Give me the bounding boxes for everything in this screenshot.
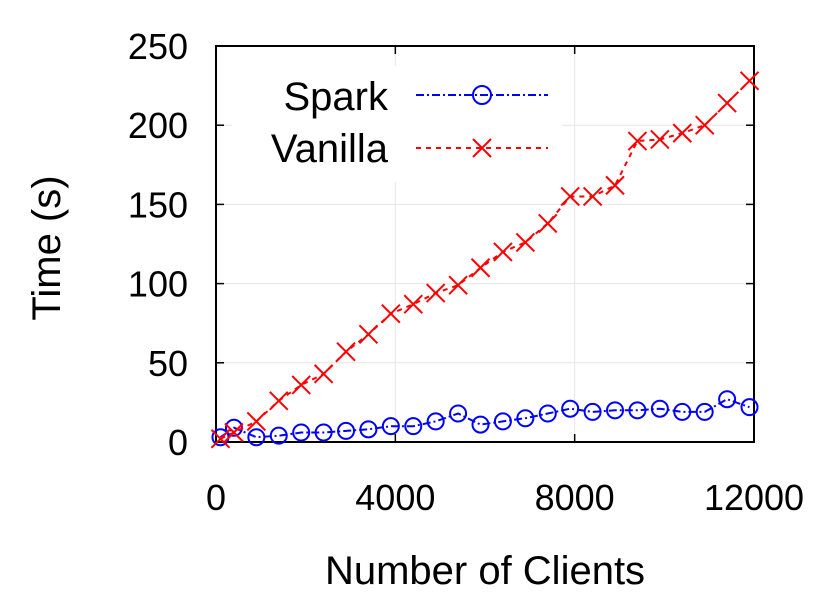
legend-background	[232, 66, 562, 182]
data-point-vanilla	[694, 115, 715, 135]
y-tick-label: 0	[168, 422, 188, 463]
data-point-spark	[493, 412, 512, 431]
y-tick-label: 150	[128, 184, 188, 225]
data-point-spark	[673, 402, 692, 421]
data-point-spark	[471, 415, 490, 434]
data-point-vanilla	[425, 283, 446, 303]
data-point-spark	[247, 428, 266, 447]
data-point-spark	[292, 423, 311, 442]
series-line-spark	[219, 398, 750, 439]
data-point-spark	[337, 421, 356, 440]
data-point-vanilla	[627, 131, 648, 151]
series-layer	[210, 71, 760, 449]
data-point-spark	[718, 390, 737, 409]
x-tick-label: 0	[206, 477, 226, 518]
data-point-vanilla	[493, 242, 513, 262]
x-tick-label: 12000	[704, 477, 804, 518]
data-point-spark	[404, 417, 423, 436]
data-point-vanilla	[210, 429, 231, 449]
data-point-vanilla	[246, 411, 267, 432]
data-point-vanilla	[560, 186, 580, 207]
data-point-vanilla	[403, 294, 423, 314]
data-point-vanilla	[269, 391, 289, 411]
data-point-vanilla	[515, 232, 536, 253]
data-point-vanilla	[538, 213, 558, 234]
y-tick-label: 50	[148, 343, 188, 384]
data-point-vanilla	[291, 375, 311, 395]
data-point-spark	[606, 401, 625, 420]
legend-label-vanilla: Vanilla	[271, 127, 389, 171]
data-point-vanilla	[739, 71, 760, 91]
data-point-vanilla	[582, 186, 603, 207]
data-point-spark	[628, 401, 647, 420]
plot-frame	[215, 45, 755, 443]
data-point-vanilla	[672, 123, 692, 143]
x-tick-label: 8000	[535, 477, 615, 518]
axis-ticks: 0 50 100 150 200 250 0 4000 8000 12000	[128, 26, 804, 518]
data-point-spark	[314, 423, 333, 442]
data-point-spark	[516, 409, 535, 428]
y-tick-label: 250	[128, 26, 188, 67]
data-point-vanilla	[336, 342, 356, 362]
data-point-vanilla	[717, 93, 737, 113]
data-point-spark	[740, 398, 759, 417]
data-point-vanilla	[224, 422, 244, 443]
y-tick-label: 100	[128, 264, 188, 305]
data-point-vanilla	[381, 303, 401, 324]
data-point-vanilla	[605, 175, 625, 196]
data-point-spark	[359, 420, 378, 439]
y-axis-title: Time (s)	[25, 175, 69, 320]
data-point-vanilla	[448, 275, 468, 295]
data-point-vanilla	[470, 258, 491, 278]
legend-x-marker	[472, 138, 492, 158]
data-point-spark	[381, 417, 400, 436]
data-point-spark	[269, 426, 288, 445]
data-point-spark	[538, 404, 557, 423]
data-point-vanilla	[313, 364, 334, 384]
data-point-spark	[650, 399, 669, 418]
data-point-spark	[449, 404, 468, 423]
data-point-spark	[561, 399, 580, 418]
data-point-spark	[695, 402, 714, 421]
x-tick-label: 4000	[355, 477, 435, 518]
y-tick-label: 200	[128, 105, 188, 146]
legend-label-spark: Spark	[284, 75, 389, 119]
data-point-spark	[583, 402, 602, 421]
data-point-spark	[426, 412, 445, 431]
x-axis-title: Number of Clients	[325, 549, 645, 593]
legend-marker-spark	[472, 85, 492, 105]
legend-marker-vanilla	[472, 138, 492, 158]
data-point-vanilla	[358, 324, 379, 344]
data-point-vanilla	[650, 129, 670, 150]
series-vanilla	[210, 71, 760, 449]
legend: Spark Vanilla	[232, 66, 562, 182]
series-spark	[211, 390, 759, 447]
